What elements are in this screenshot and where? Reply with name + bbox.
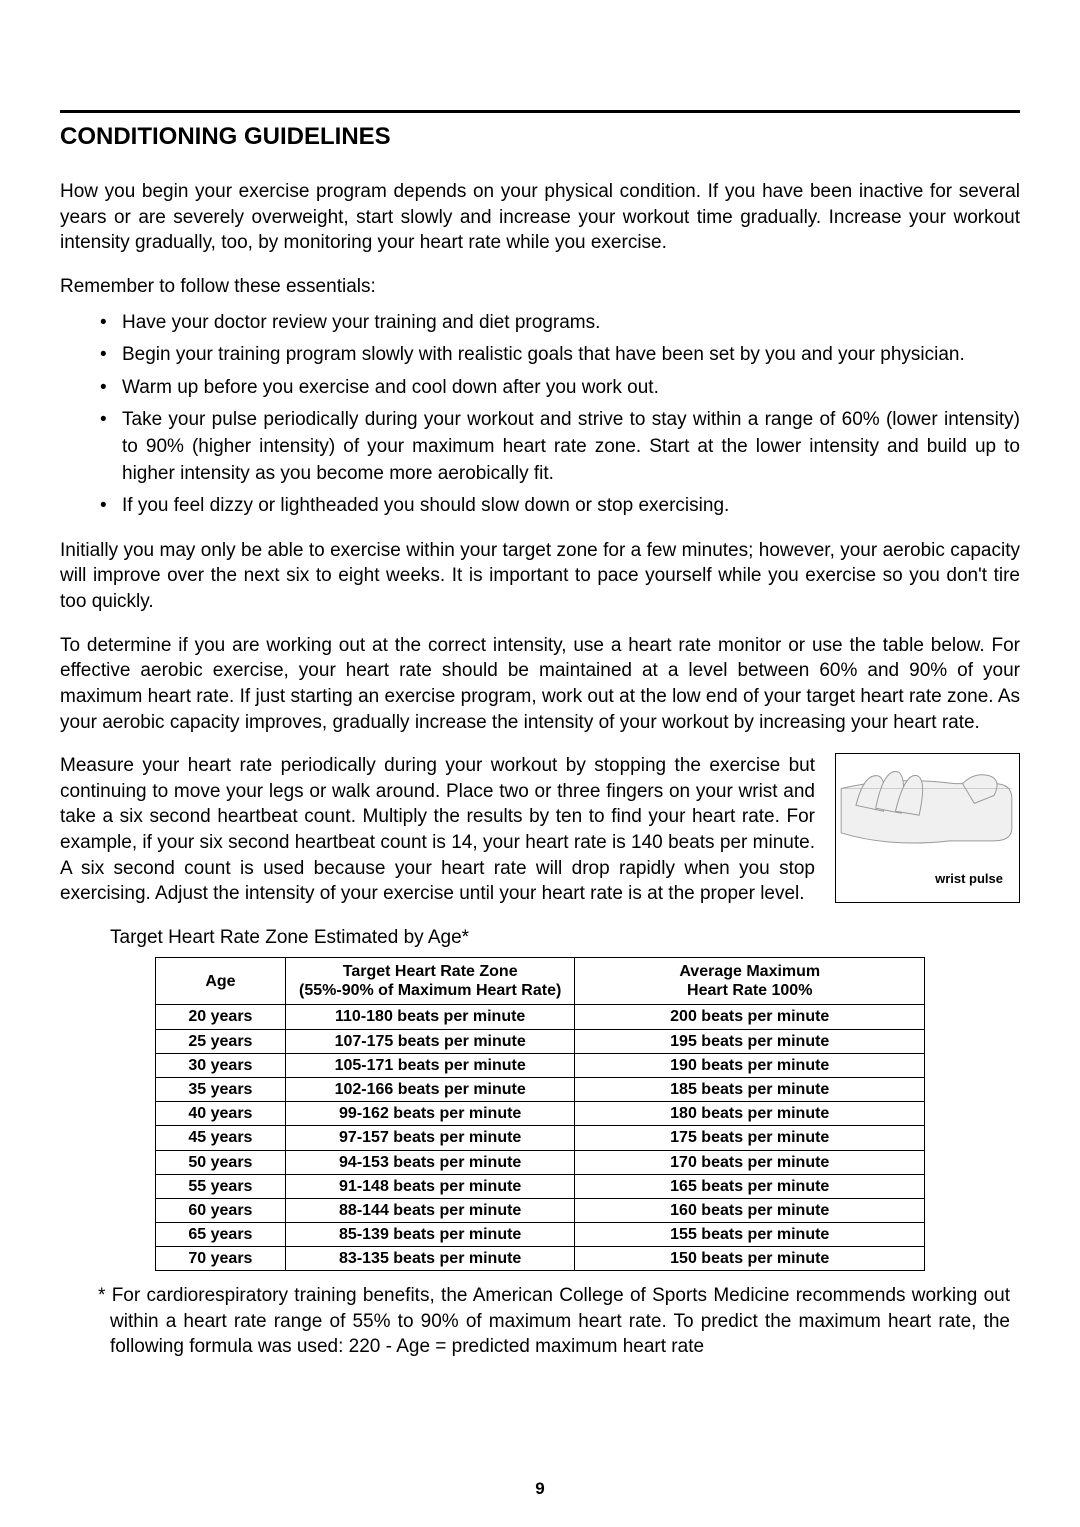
table-header-row: Age Target Heart Rate Zone (55%-90% of M… [156, 958, 925, 1005]
cell-age: 40 years [156, 1102, 286, 1126]
table-row: 65 years85-139 beats per minute155 beats… [156, 1223, 925, 1247]
wrist-pulse-figure: wrist pulse [835, 753, 1020, 903]
list-item: Warm up before you exercise and cool dow… [100, 375, 1020, 402]
body-paragraph-5: Measure your heart rate periodically dur… [60, 753, 815, 907]
cell-age: 25 years [156, 1029, 286, 1053]
cell-age: 65 years [156, 1223, 286, 1247]
page-number: 9 [0, 1479, 1080, 1499]
table-row: 60 years88-144 beats per minute160 beats… [156, 1198, 925, 1222]
cell-age: 70 years [156, 1247, 286, 1271]
table-row: 35 years102-166 beats per minute185 beat… [156, 1077, 925, 1101]
page-title: CONDITIONING GUIDELINES [60, 123, 1020, 151]
cell-max: 175 beats per minute [575, 1126, 925, 1150]
cell-age: 60 years [156, 1198, 286, 1222]
cell-zone: 107-175 beats per minute [285, 1029, 575, 1053]
table-row: 30 years105-171 beats per minute190 beat… [156, 1053, 925, 1077]
wrist-pulse-label: wrist pulse [935, 871, 1003, 886]
cell-zone: 99-162 beats per minute [285, 1102, 575, 1126]
cell-zone: 94-153 beats per minute [285, 1150, 575, 1174]
cell-zone: 88-144 beats per minute [285, 1198, 575, 1222]
cell-max: 195 beats per minute [575, 1029, 925, 1053]
cell-zone: 110-180 beats per minute [285, 1005, 575, 1029]
horizontal-rule [60, 110, 1020, 113]
cell-zone: 83-135 beats per minute [285, 1247, 575, 1271]
cell-max: 165 beats per minute [575, 1174, 925, 1198]
cell-max: 185 beats per minute [575, 1077, 925, 1101]
cell-age: 20 years [156, 1005, 286, 1029]
cell-zone: 102-166 beats per minute [285, 1077, 575, 1101]
th-zone: Target Heart Rate Zone (55%-90% of Maxim… [285, 958, 575, 1005]
table-row: 55 years91-148 beats per minute165 beats… [156, 1174, 925, 1198]
list-item: Begin your training program slowly with … [100, 342, 1020, 369]
table-row: 45 years97-157 beats per minute175 beats… [156, 1126, 925, 1150]
list-item: Take your pulse periodically during your… [100, 407, 1020, 487]
cell-age: 30 years [156, 1053, 286, 1077]
table-body: 20 years110-180 beats per minute200 beat… [156, 1005, 925, 1271]
cell-max: 180 beats per minute [575, 1102, 925, 1126]
th-max-line1: Average Maximum [679, 963, 820, 980]
footnote: * For cardiorespiratory training benefit… [80, 1283, 1010, 1358]
table-row: 40 years99-162 beats per minute180 beats… [156, 1102, 925, 1126]
essentials-list: Have your doctor review your training an… [60, 310, 1020, 520]
heart-rate-table: Age Target Heart Rate Zone (55%-90% of M… [155, 957, 925, 1271]
table-row: 25 years107-175 beats per minute195 beat… [156, 1029, 925, 1053]
intro-paragraph-1: How you begin your exercise program depe… [60, 179, 1020, 256]
measure-block: Measure your heart rate periodically dur… [60, 753, 1020, 907]
th-zone-line1: Target Heart Rate Zone [343, 963, 518, 980]
cell-zone: 105-171 beats per minute [285, 1053, 575, 1077]
cell-age: 35 years [156, 1077, 286, 1101]
cell-max: 155 beats per minute [575, 1223, 925, 1247]
table-title: Target Heart Rate Zone Estimated by Age* [110, 927, 1020, 949]
table-row: 20 years110-180 beats per minute200 beat… [156, 1005, 925, 1029]
cell-max: 200 beats per minute [575, 1005, 925, 1029]
cell-zone: 97-157 beats per minute [285, 1126, 575, 1150]
th-age: Age [156, 958, 286, 1005]
cell-zone: 85-139 beats per minute [285, 1223, 575, 1247]
body-paragraph-4: To determine if you are working out at t… [60, 633, 1020, 736]
cell-age: 55 years [156, 1174, 286, 1198]
cell-zone: 91-148 beats per minute [285, 1174, 575, 1198]
list-item: If you feel dizzy or lightheaded you sho… [100, 493, 1020, 520]
th-max-line2: Heart Rate 100% [687, 982, 812, 999]
table-row: 50 years94-153 beats per minute170 beats… [156, 1150, 925, 1174]
table-row: 70 years83-135 beats per minute150 beats… [156, 1247, 925, 1271]
cell-max: 150 beats per minute [575, 1247, 925, 1271]
cell-age: 50 years [156, 1150, 286, 1174]
cell-age: 45 years [156, 1126, 286, 1150]
th-max: Average Maximum Heart Rate 100% [575, 958, 925, 1005]
cell-max: 160 beats per minute [575, 1198, 925, 1222]
intro-paragraph-2: Remember to follow these essentials: [60, 274, 1020, 300]
list-item: Have your doctor review your training an… [100, 310, 1020, 337]
th-zone-line2: (55%-90% of Maximum Heart Rate) [299, 982, 561, 999]
body-paragraph-3: Initially you may only be able to exerci… [60, 538, 1020, 615]
cell-max: 190 beats per minute [575, 1053, 925, 1077]
cell-max: 170 beats per minute [575, 1150, 925, 1174]
